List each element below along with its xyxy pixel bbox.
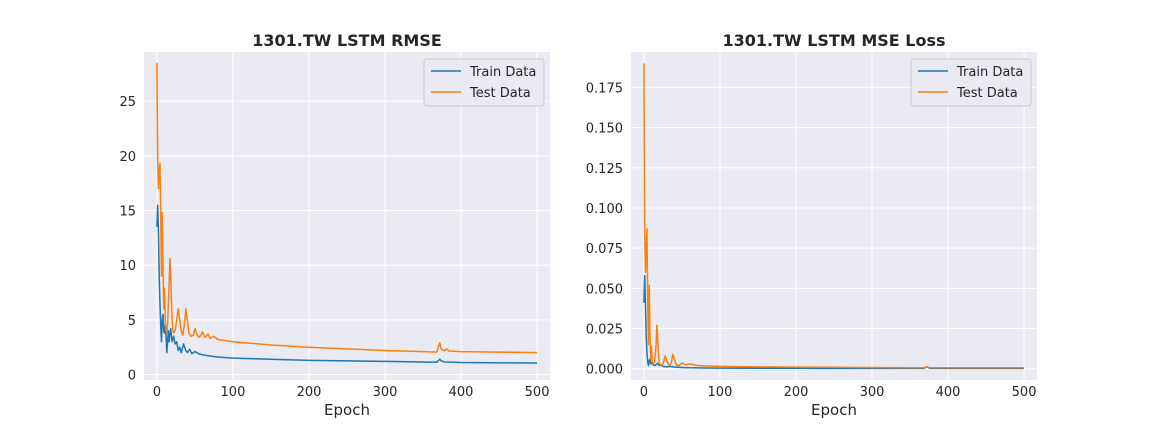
rmse-series-train-line [156,204,538,364]
rmse-x-tick-label: 200 [297,385,322,400]
mse-x-tick-label: 400 [936,385,961,400]
mse-legend-train-label: Train Data [956,65,1023,80]
rmse-legend-train-label: Train Data [469,65,536,80]
mse-y-tick-label: 0.000 [586,363,623,378]
rmse-x-ticks: 0 100 200 300 400 500 [153,385,550,400]
mse-plot-area [631,52,1037,380]
rmse-x-tick-label: 500 [525,385,550,400]
mse-x-tick-label: 300 [860,385,885,400]
rmse-x-tick-label: 400 [449,385,474,400]
rmse-plot-area [144,52,550,380]
mse-chart-title: 1301.TW LSTM MSE Loss [722,31,945,50]
rmse-y-tick-label: 15 [119,205,136,220]
rmse-grid [144,52,550,380]
rmse-chart-title: 1301.TW LSTM RMSE [252,31,442,50]
mse-x-axis-title: Epoch [811,401,857,419]
mse-y-tick-label: 0.025 [586,323,623,338]
mse-x-tick-label: 500 [1012,385,1037,400]
mse-y-tick-label: 0.125 [586,162,623,177]
rmse-x-axis-title: Epoch [324,401,370,419]
mse-y-tick-label: 0.050 [586,282,623,297]
mse-y-ticks: 0.000 0.025 0.050 0.075 0.100 0.125 0.150 0.175 [586,81,623,377]
rmse-y-tick-label: 20 [119,150,136,165]
mse-x-tick-label: 200 [784,385,809,400]
rmse-y-tick-label: 10 [119,259,136,274]
mse-legend-test-label: Test Data [956,86,1018,101]
mse-y-tick-label: 0.175 [586,81,623,96]
rmse-chart: 1301.TW LSTM RMSE 0 100 200 300 400 500 0 5 10 1… [119,31,550,419]
rmse-x-tick-label: 0 [153,385,161,400]
rmse-series-test-line [156,62,538,354]
rmse-y-tick-label: 25 [119,95,136,110]
mse-loss-chart: 1301.TW LSTM MSE Loss 0 100 200 300 400 500 0… [586,31,1037,419]
rmse-x-tick-label: 300 [373,385,398,400]
mse-y-tick-label: 0.075 [586,242,623,257]
mse-x-tick-label: 0 [640,385,648,400]
mse-x-ticks: 0 100 200 300 400 500 [640,385,1037,400]
mse-series-test-line [643,63,1025,369]
rmse-legend-test-label: Test Data [469,86,531,101]
rmse-legend: Train Data Test Data [423,58,545,107]
mse-series [643,63,1025,370]
rmse-y-tick-label: 0 [128,369,136,384]
rmse-y-ticks: 0 5 10 15 20 25 [119,95,136,383]
mse-y-tick-label: 0.150 [586,122,623,137]
rmse-y-tick-label: 5 [128,314,136,329]
mse-x-tick-label: 100 [708,385,733,400]
rmse-series [156,62,538,364]
rmse-x-tick-label: 100 [221,385,246,400]
mse-y-tick-label: 0.100 [586,202,623,217]
mse-legend: Train Data Test Data [910,58,1032,107]
